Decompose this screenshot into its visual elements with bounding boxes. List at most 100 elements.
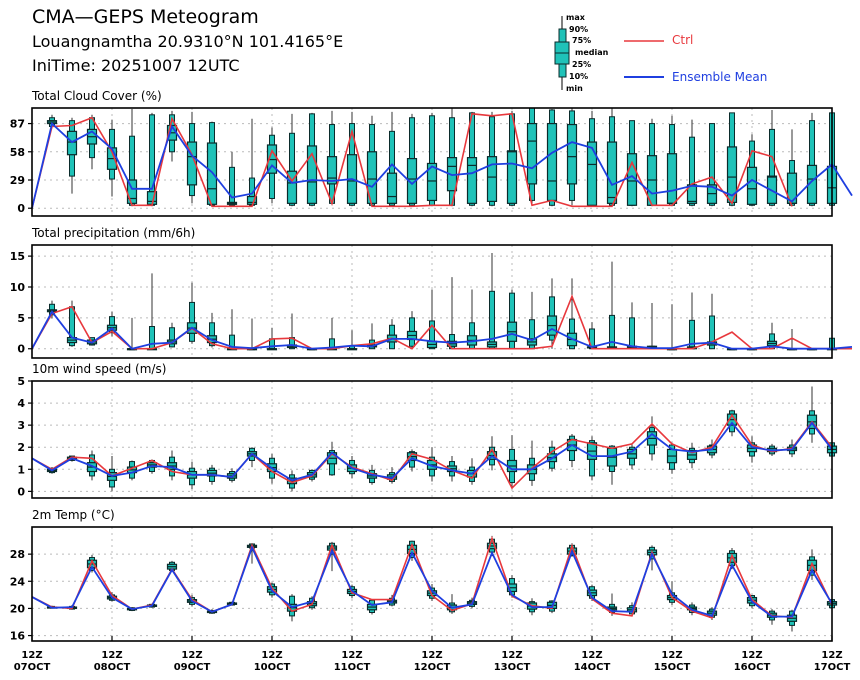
box-whisker xyxy=(506,289,518,350)
x-tick-label-date: 15OCT xyxy=(654,662,691,673)
box-whisker xyxy=(746,436,758,463)
y-tick-label: 1 xyxy=(17,463,25,476)
box-whisker xyxy=(426,289,438,350)
box-whisker xyxy=(606,445,618,485)
box-iqr xyxy=(566,123,578,185)
box-whisker xyxy=(546,278,558,349)
box-whisker xyxy=(766,322,778,350)
box-p10-p90 xyxy=(609,314,615,350)
x-tick-label-date: 12OCT xyxy=(414,662,451,673)
panel-title: Total Cloud Cover (%) xyxy=(31,89,162,103)
y-tick-label: 15 xyxy=(10,250,25,263)
x-tick-label-time: 12Z xyxy=(821,650,842,661)
legend-median: median xyxy=(575,48,609,57)
box-whisker xyxy=(586,436,598,481)
panel-frame xyxy=(31,244,833,359)
x-tick-label-time: 12Z xyxy=(341,650,362,661)
box-whisker xyxy=(226,468,238,483)
legend-p10: 10% xyxy=(569,72,588,81)
x-tick-label-date: 13OCT xyxy=(494,662,531,673)
box-iqr xyxy=(666,153,678,204)
ensemble-mean-line xyxy=(31,121,853,209)
legend-max: max xyxy=(566,13,586,22)
box-iqr xyxy=(306,145,318,204)
box-iqr xyxy=(426,162,438,202)
box-iqr xyxy=(286,170,298,204)
box-iqr xyxy=(606,141,618,204)
box-p10-p90 xyxy=(169,327,175,348)
legend-mean-label: Ensemble Mean xyxy=(672,70,768,84)
init-time-label: IniTime: 20251007 12UTC xyxy=(32,56,240,75)
panel-title: Total precipitation (mm/6h) xyxy=(31,226,195,240)
x-tick-label-time: 12Z xyxy=(501,650,522,661)
y-tick-label: 4 xyxy=(17,397,25,410)
panel-2: Total precipitation (mm/6h) 0 5 10 15 xyxy=(10,226,853,359)
y-tick-label: 10 xyxy=(10,281,26,294)
panel-4: 2m Temp (°C) 16 20 24 28 xyxy=(10,508,838,643)
y-tick-label: 0 xyxy=(17,485,25,498)
box-iqr xyxy=(466,157,478,204)
legend-p90: 90% xyxy=(569,25,588,34)
panel-title: 2m Temp (°C) xyxy=(32,508,115,522)
x-tick-label-date: 10OCT xyxy=(254,662,291,673)
box-iqr xyxy=(326,156,338,185)
ensemble-mean-line xyxy=(31,545,833,618)
box-whisker xyxy=(326,441,338,476)
box-whisker xyxy=(466,111,478,207)
box-whisker xyxy=(66,117,78,194)
box-iqr xyxy=(506,150,518,204)
panel-1: Total Cloud Cover (%) 0 29 58 87 xyxy=(10,89,853,217)
box-whisker xyxy=(126,460,138,481)
y-tick-label: 2 xyxy=(17,441,25,454)
box-whisker xyxy=(606,261,618,350)
box-whisker xyxy=(786,609,798,632)
box-whisker xyxy=(566,108,578,206)
box-whisker xyxy=(226,309,238,351)
box-whisker xyxy=(666,115,678,207)
y-tick-label: 58 xyxy=(10,146,25,159)
box-iqr xyxy=(586,141,598,206)
box-whisker xyxy=(526,440,538,486)
box-iqr xyxy=(746,166,758,205)
box-whisker xyxy=(686,292,698,350)
ctrl-series-line xyxy=(31,112,793,209)
box-whisker xyxy=(546,108,558,207)
box-iqr xyxy=(386,172,398,204)
x-tick-label-date: 07OCT xyxy=(14,662,51,673)
legend-p25: 25% xyxy=(572,60,591,69)
box-whisker xyxy=(406,311,418,349)
y-tick-label: 20 xyxy=(10,602,26,615)
box-p10-p90 xyxy=(149,326,155,350)
box-whisker xyxy=(586,110,598,207)
box-p10-p90 xyxy=(709,123,715,206)
box-whisker xyxy=(346,111,358,207)
box-iqr xyxy=(186,141,198,186)
y-tick-label: 24 xyxy=(10,575,26,588)
box-p10-p90 xyxy=(709,315,715,350)
panel-frame xyxy=(31,380,833,499)
box-whisker xyxy=(306,112,318,207)
box-whisker xyxy=(666,304,678,351)
box-whisker xyxy=(146,112,158,207)
legend-ctrl-label: Ctrl xyxy=(672,33,694,47)
box-whisker xyxy=(686,442,698,469)
box-whisker xyxy=(366,115,378,207)
x-tick-label-time: 12Z xyxy=(181,650,202,661)
box-whisker xyxy=(806,112,818,207)
box-whisker xyxy=(626,443,638,470)
box-p10-p90 xyxy=(289,132,295,206)
location-label: Louangnamtha 20.9310°N 101.4165°E xyxy=(32,32,344,51)
x-tick-label-date: 11OCT xyxy=(334,662,371,673)
box-iqr xyxy=(206,142,218,205)
y-tick-label: 0 xyxy=(17,202,25,215)
x-tick-label-date: 09OCT xyxy=(174,662,211,673)
box-whisker xyxy=(606,108,618,207)
box-whisker xyxy=(146,273,158,351)
ensemble-mean-line xyxy=(31,421,833,482)
box-whisker xyxy=(426,112,438,207)
box-p10-p90 xyxy=(109,316,115,334)
box-whisker xyxy=(286,313,298,350)
x-tick-label-date: 14OCT xyxy=(574,662,611,673)
box-whisker xyxy=(466,289,478,350)
